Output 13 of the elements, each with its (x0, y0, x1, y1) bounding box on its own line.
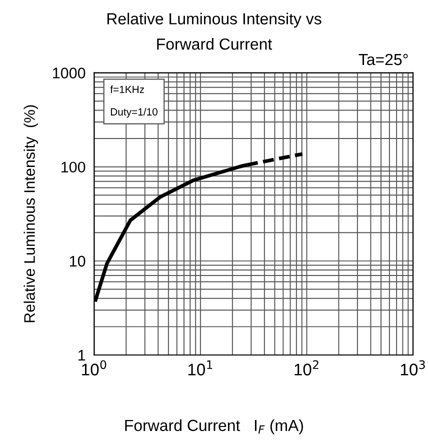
x-tick-label: 10$^{1}$ (188, 360, 212, 376)
text: Ta=25° (358, 54, 408, 66)
y-tick-label: 1000 (53, 68, 86, 78)
y-tick-label: 100 (62, 162, 86, 173)
x-tick-label: 10$^{2}$ (294, 360, 318, 376)
x-axis-title: Forward Current I$_{F}$ (mA) (125, 419, 304, 434)
text: f=1KHz Duty=1/10 (110, 85, 158, 118)
y-tick-label: 10 (70, 256, 86, 267)
x-tick-label: 10$^{0}$ (82, 360, 106, 376)
y-tick-label: 1 (78, 350, 86, 361)
x-tick-label: 10$^{3}$ (400, 360, 425, 376)
chart-title: Relative Luminous Intensity vs Forward Current (107, 12, 322, 50)
y-axis-title: Relative Luminous Intensity (%) (24, 105, 38, 322)
